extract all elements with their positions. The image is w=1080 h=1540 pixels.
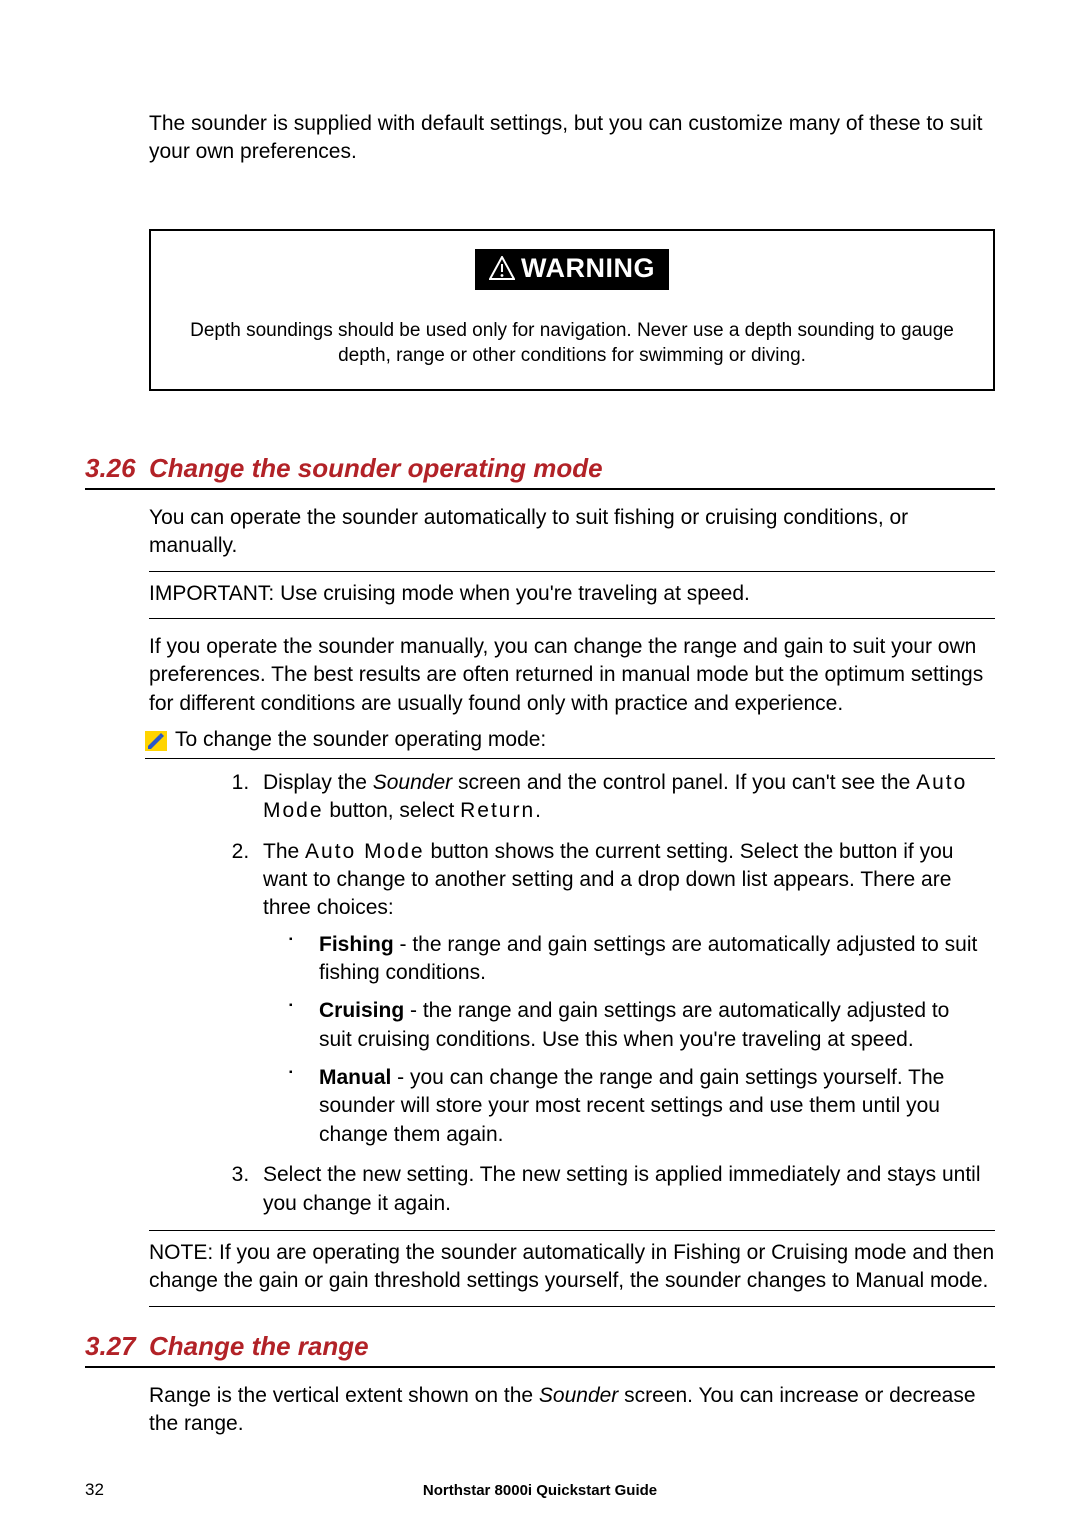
section-number: 3.26: [85, 453, 149, 484]
section-title: Change the sounder operating mode: [149, 453, 603, 484]
section-title: Change the range: [149, 1331, 369, 1362]
step-1: Display the Sounder screen and the contr…: [255, 769, 987, 826]
divider: [145, 758, 995, 759]
important-note: IMPORTANT: Use cruising mode when you're…: [149, 580, 995, 608]
divider: [149, 1230, 995, 1231]
warning-triangle-icon: [489, 256, 515, 280]
footer-title: Northstar 8000i Quickstart Guide: [85, 1482, 995, 1499]
warning-label: WARNING: [521, 253, 655, 283]
ui-screen-name: Sounder: [373, 771, 452, 794]
paragraph: You can operate the sounder automaticall…: [149, 504, 995, 561]
intro-paragraph: The sounder is supplied with default set…: [149, 110, 995, 167]
ui-button-name: Return: [460, 799, 535, 822]
pencil-icon: [145, 731, 167, 751]
ui-screen-name: Sounder: [539, 1384, 618, 1407]
paragraph: Range is the vertical extent shown on th…: [149, 1382, 995, 1439]
mode-options-list: Fishing - the range and gain settings ar…: [289, 931, 987, 1149]
page-footer: 32 Northstar 8000i Quickstart Guide: [85, 1480, 995, 1500]
warning-badge: WARNING: [475, 249, 669, 290]
divider: [149, 1306, 995, 1307]
paragraph: If you operate the sounder manually, you…: [149, 633, 995, 718]
section-3-27-heading: 3.27 Change the range: [85, 1331, 995, 1368]
section-3-26-heading: 3.26 Change the sounder operating mode: [85, 453, 995, 490]
step-2: The Auto Mode button shows the current s…: [255, 838, 987, 1149]
step-3: Select the new setting. The new setting …: [255, 1161, 987, 1218]
warning-text: Depth soundings should be used only for …: [171, 318, 973, 369]
option-fishing: Fishing - the range and gain settings ar…: [289, 931, 987, 988]
ui-button-name: Auto Mode: [305, 840, 425, 863]
divider: [149, 571, 995, 572]
option-manual: Manual - you can change the range and ga…: [289, 1064, 987, 1149]
note-paragraph: NOTE: If you are operating the sounder a…: [149, 1239, 995, 1296]
option-cruising: Cruising - the range and gain settings a…: [289, 997, 987, 1054]
section-number: 3.27: [85, 1331, 149, 1362]
procedure-intro: To change the sounder operating mode:: [175, 728, 546, 752]
procedure-intro-row: To change the sounder operating mode:: [145, 728, 995, 752]
divider: [149, 618, 995, 619]
warning-box: WARNING Depth soundings should be used o…: [149, 229, 995, 391]
procedure-steps: Display the Sounder screen and the contr…: [255, 769, 995, 1218]
